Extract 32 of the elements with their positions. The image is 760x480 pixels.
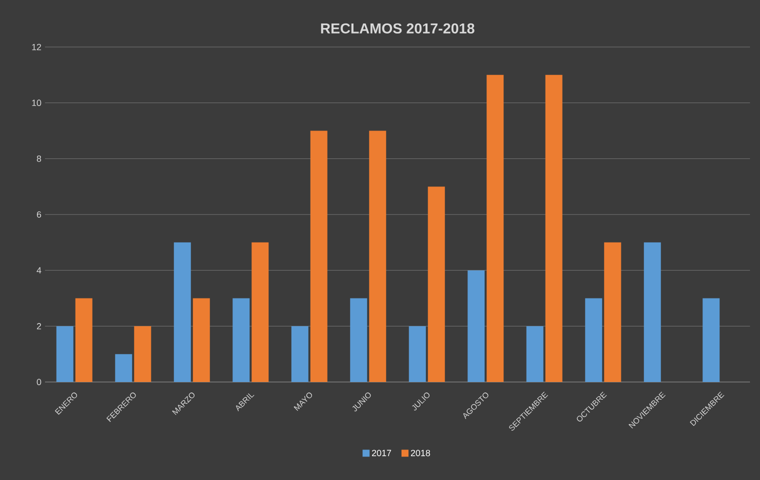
bar	[408, 326, 426, 382]
bar	[644, 242, 661, 382]
bar	[702, 298, 720, 382]
bar	[75, 298, 92, 382]
y-tick-label: 12	[32, 44, 42, 50]
bar	[585, 298, 602, 382]
bar	[350, 298, 368, 382]
bar	[252, 242, 269, 382]
chart-title: RECLAMOS 2017-2018	[321, 23, 474, 34]
bar	[174, 242, 191, 382]
bar	[428, 186, 445, 382]
y-tick-label: 0	[36, 378, 42, 386]
y-tick-label: 4	[36, 267, 42, 274]
y-tick-label: 8	[36, 155, 42, 162]
bar	[369, 130, 386, 382]
bar	[468, 270, 485, 382]
bar	[232, 298, 250, 382]
bar	[291, 326, 308, 382]
bar	[134, 326, 152, 382]
y-tick-label: 6	[36, 211, 42, 218]
bar	[192, 298, 210, 382]
bar	[56, 326, 74, 382]
y-tick-label: 2	[36, 323, 42, 330]
bar	[526, 326, 544, 382]
y-tick-label: 10	[32, 100, 42, 106]
legend-label: 2017	[372, 450, 392, 456]
bar	[115, 354, 132, 382]
bar	[545, 74, 562, 382]
bar	[310, 130, 328, 382]
legend-label: 2018	[410, 450, 430, 456]
bar	[486, 74, 504, 382]
bar	[604, 242, 622, 382]
